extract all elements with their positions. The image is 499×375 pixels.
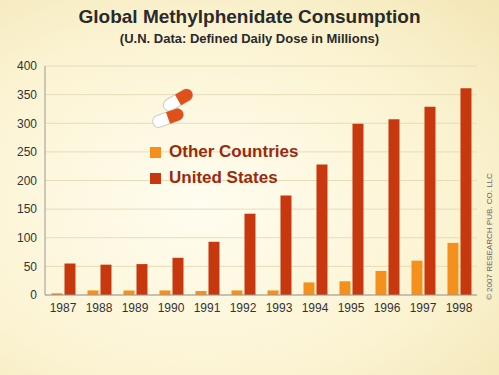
svg-text:1987: 1987 [50, 301, 77, 315]
svg-text:1997: 1997 [410, 301, 437, 315]
svg-text:250: 250 [17, 145, 37, 159]
svg-text:1988: 1988 [86, 301, 113, 315]
svg-text:1994: 1994 [302, 301, 329, 315]
svg-text:1996: 1996 [374, 301, 401, 315]
svg-text:1993: 1993 [266, 301, 293, 315]
svg-text:100: 100 [17, 231, 37, 245]
svg-text:1991: 1991 [194, 301, 221, 315]
svg-text:50: 50 [24, 260, 38, 274]
svg-text:© 2007 RESEARCH PUB. CO. LLC: © 2007 RESEARCH PUB. CO. LLC [485, 173, 494, 300]
svg-text:1989: 1989 [122, 301, 149, 315]
svg-text:350: 350 [17, 88, 37, 102]
svg-text:150: 150 [17, 202, 37, 216]
svg-text:1998: 1998 [446, 301, 473, 315]
svg-text:1992: 1992 [230, 301, 257, 315]
svg-text:1990: 1990 [158, 301, 185, 315]
svg-text:400: 400 [17, 59, 37, 73]
html-text:United States: United States [169, 168, 278, 187]
html-text:Other Countries: Other Countries [169, 142, 299, 161]
svg-text:1995: 1995 [338, 301, 365, 315]
html-text:(U.N. Data: Defined Daily Dose: (U.N. Data: Defined Daily Dose in Millio… [119, 31, 380, 46]
html-text:Global Methylphenidate Consump: Global Methylphenidate Consumption [78, 6, 421, 27]
svg-text:0: 0 [30, 288, 37, 302]
svg-text:300: 300 [17, 117, 37, 131]
svg-text:200: 200 [17, 174, 37, 188]
